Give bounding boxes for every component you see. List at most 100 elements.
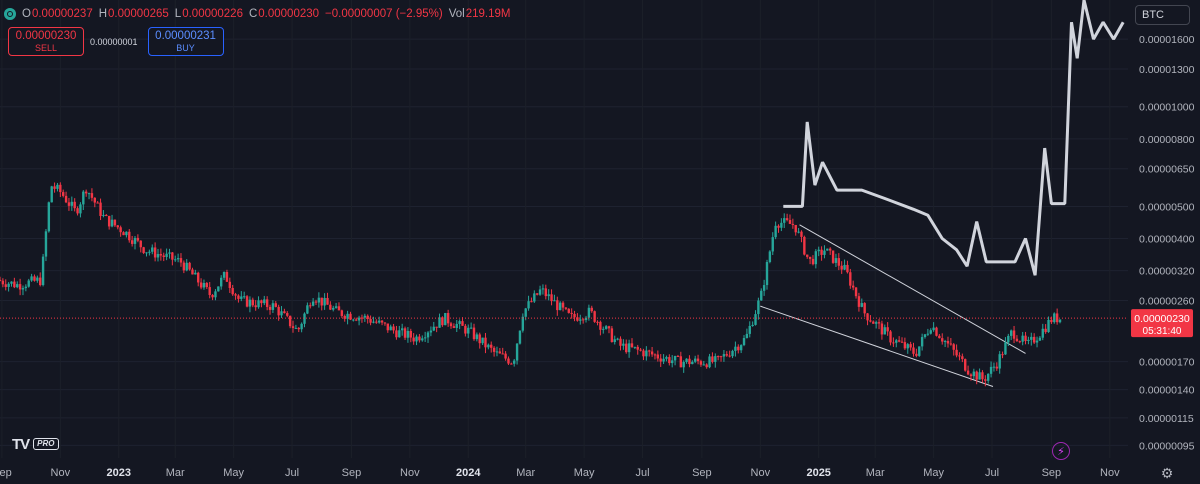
candle-body: [636, 346, 639, 350]
candle-body: [665, 357, 668, 359]
x-tick-label: 2024: [456, 467, 481, 479]
candle-body: [843, 264, 846, 270]
candle-body: [82, 191, 85, 205]
candle-body: [748, 325, 751, 334]
candle-body: [1, 280, 5, 285]
candle-body: [461, 321, 464, 326]
candle-body: [797, 231, 800, 233]
candle-body: [297, 327, 300, 330]
candle-body: [622, 343, 625, 346]
candle-body: [777, 225, 780, 228]
candle-body: [671, 360, 674, 364]
candle-body: [306, 305, 309, 314]
candle-body: [432, 326, 435, 331]
x-tick-label: Jul: [985, 467, 999, 479]
candle-body: [128, 231, 131, 241]
candle-body: [952, 344, 955, 350]
trade-panel: 0.00000230 SELL 0.00000001 0.00000231 BU…: [8, 27, 224, 56]
candle-body: [785, 218, 789, 221]
candle-body: [627, 343, 631, 353]
candle-body: [808, 256, 812, 259]
candle-body: [438, 317, 441, 328]
y-tick-label: 0.00001000: [1139, 102, 1195, 114]
lightning-icon[interactable]: ⚡: [1052, 442, 1070, 460]
x-tick-label: 2025: [806, 467, 830, 479]
candle-body: [202, 282, 206, 288]
candle-body: [452, 326, 456, 328]
candle-body: [337, 306, 341, 311]
candle-body: [392, 326, 395, 331]
candle-body: [547, 294, 550, 297]
candle-body: [96, 202, 99, 204]
y-tick-label: 0.00000320: [1139, 266, 1195, 278]
candle-body: [125, 231, 128, 236]
candle-body: [846, 264, 849, 273]
candle-body: [1030, 336, 1033, 340]
volume-value: 219.19M: [465, 8, 511, 20]
spread-value: 0.00000001: [90, 36, 138, 47]
candle-body: [826, 248, 829, 251]
x-tick-label: Nov: [51, 467, 71, 479]
candle-body: [162, 255, 165, 257]
candle-body: [567, 308, 570, 313]
candle-body: [1018, 341, 1021, 343]
candle-body: [41, 256, 45, 286]
sell-label: SELL: [34, 42, 58, 53]
candle-body: [768, 251, 772, 263]
high-value: 0.00000265: [108, 8, 169, 20]
candle-body: [498, 351, 502, 354]
candle-body: [923, 334, 927, 338]
candle-body: [737, 346, 740, 351]
low-label: L: [174, 8, 182, 20]
candle-body: [504, 353, 507, 359]
candle-body: [369, 318, 372, 323]
candle-body: [366, 315, 369, 319]
x-tick-label: Sep: [0, 467, 12, 479]
candle-body: [863, 303, 866, 314]
overlay-series: [783, 0, 1125, 276]
candle-body: [332, 307, 335, 310]
candle-body: [823, 250, 826, 255]
candle-body: [728, 355, 731, 357]
candle-body: [159, 254, 163, 256]
candle-body: [355, 319, 358, 321]
candle-body: [271, 303, 275, 310]
candle-body: [70, 201, 74, 206]
x-tick-label: Jul: [635, 467, 649, 479]
candle-body: [99, 202, 102, 216]
candle-body: [199, 282, 203, 288]
candle-body: [998, 354, 1001, 369]
buy-button[interactable]: 0.00000231 BUY: [147, 27, 224, 56]
status-dot-icon: [4, 8, 16, 20]
y-tick-label: 0.00000400: [1139, 234, 1195, 246]
candle-body: [441, 317, 444, 326]
logo-badge: PRO: [33, 438, 59, 450]
candle-body: [492, 347, 496, 352]
candle-body: [877, 322, 881, 324]
low-value: 0.00000226: [182, 8, 243, 20]
y-tick-label: 0.00000500: [1139, 201, 1195, 213]
last-price-label: 0.00000230: [1134, 313, 1190, 325]
candle-body: [969, 374, 973, 377]
candle-body: [806, 254, 809, 257]
candle-body: [39, 277, 42, 286]
candle-body: [699, 361, 703, 365]
candle-body: [56, 184, 59, 189]
candle-body: [897, 340, 901, 342]
candle-body: [113, 219, 117, 226]
candle-body: [840, 265, 843, 270]
candle-body: [659, 358, 662, 362]
candle-body: [280, 311, 283, 316]
candle-body: [630, 343, 634, 347]
sell-button[interactable]: 0.00000230 SELL: [8, 27, 84, 56]
currency-selector[interactable]: BTC: [1135, 5, 1190, 25]
candle-body: [107, 215, 111, 227]
candle-body: [909, 344, 912, 348]
candle-body: [495, 351, 499, 353]
candle-body: [377, 320, 381, 323]
candle-body: [136, 237, 140, 241]
gear-icon[interactable]: ⚙: [1160, 464, 1174, 481]
candle-body: [926, 333, 930, 335]
candle-body: [323, 297, 326, 306]
